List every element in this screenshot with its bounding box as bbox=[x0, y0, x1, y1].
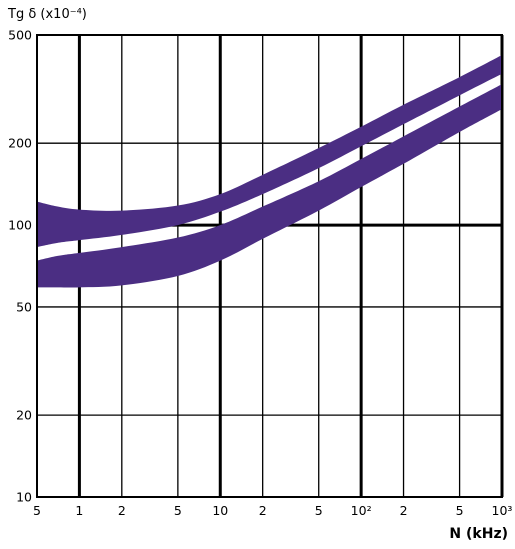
band-1 bbox=[37, 55, 502, 248]
y-tick-label-2: 50 bbox=[16, 299, 32, 314]
x-tick-label-7: 10² bbox=[351, 503, 372, 518]
x-tick-label-0: 5 bbox=[33, 503, 41, 518]
x-tick-label-5: 2 bbox=[259, 503, 267, 518]
band-2 bbox=[37, 84, 502, 288]
x-tick-label-8: 2 bbox=[400, 503, 408, 518]
y-tick-label-3: 100 bbox=[8, 218, 32, 233]
x-tick-label-3: 5 bbox=[174, 503, 182, 518]
y-tick-labels: 10 20 50 100 200 500 bbox=[8, 28, 32, 505]
x-axis-label: N (kHz) bbox=[449, 526, 508, 542]
x-tick-label-4: 10 bbox=[212, 503, 228, 518]
y-tick-label-0: 10 bbox=[16, 490, 32, 505]
y-tick-label-4: 200 bbox=[8, 136, 32, 151]
y-axis-label: Tg δ (x10⁻⁴) bbox=[7, 7, 87, 22]
plot-frame bbox=[36, 34, 503, 498]
x-tick-label-1: 1 bbox=[75, 503, 83, 518]
bands bbox=[37, 55, 502, 288]
x-tick-label-9: 5 bbox=[456, 503, 464, 518]
y-tick-label-1: 20 bbox=[16, 408, 32, 423]
x-tick-label-6: 5 bbox=[315, 503, 323, 518]
y-tick-label-5: 500 bbox=[8, 28, 32, 43]
x-tick-label-2: 2 bbox=[118, 503, 126, 518]
x-tick-labels: 5 1 2 5 10 2 5 10² 2 5 10³ bbox=[33, 503, 512, 518]
x-tick-label-10: 10³ bbox=[492, 503, 513, 518]
